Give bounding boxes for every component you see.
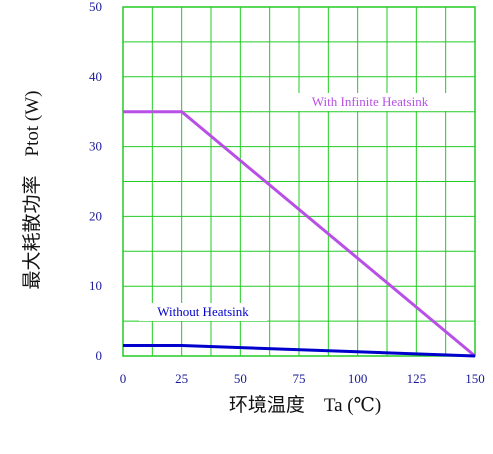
- x-axis-ticks: 0 25 50 75 100 125 150: [120, 371, 485, 386]
- series-line-with-heatsink: [123, 110, 476, 358]
- y-tick-label: 20: [89, 208, 102, 223]
- series-label-with-heatsink-bg: [287, 93, 453, 111]
- x-axis-title: 环境温度 Ta (℃): [229, 394, 381, 416]
- y-tick-label: 40: [89, 69, 102, 84]
- x-tick-label: 150: [465, 371, 485, 386]
- grid-lines: [122, 6, 476, 357]
- series-label-without-heatsink-bg: [139, 303, 267, 321]
- x-tick-label: 100: [348, 371, 368, 386]
- series-labels: With Infinite Heatsink Without Heatsink: [139, 93, 453, 321]
- series-line-without-heatsink: [123, 344, 476, 358]
- x-tick-label: 0: [120, 371, 127, 386]
- y-tick-label: 50: [89, 0, 102, 14]
- plot-frame: [122, 6, 476, 357]
- x-tick-label: 25: [175, 371, 188, 386]
- y-tick-label: 0: [96, 348, 103, 363]
- x-tick-label: 75: [293, 371, 306, 386]
- series-lines: [123, 110, 476, 358]
- y-axis-title: 最大耗散功率 Ptot (W): [21, 91, 43, 290]
- y-axis-ticks: 0 10 20 30 40 50: [89, 0, 102, 363]
- y-tick-label: 10: [89, 278, 102, 293]
- x-tick-label: 50: [234, 371, 247, 386]
- series-label-without-heatsink: Without Heatsink: [157, 304, 249, 319]
- y-tick-label: 30: [89, 139, 102, 154]
- series-label-with-heatsink: With Infinite Heatsink: [312, 94, 429, 109]
- x-tick-label: 125: [407, 371, 427, 386]
